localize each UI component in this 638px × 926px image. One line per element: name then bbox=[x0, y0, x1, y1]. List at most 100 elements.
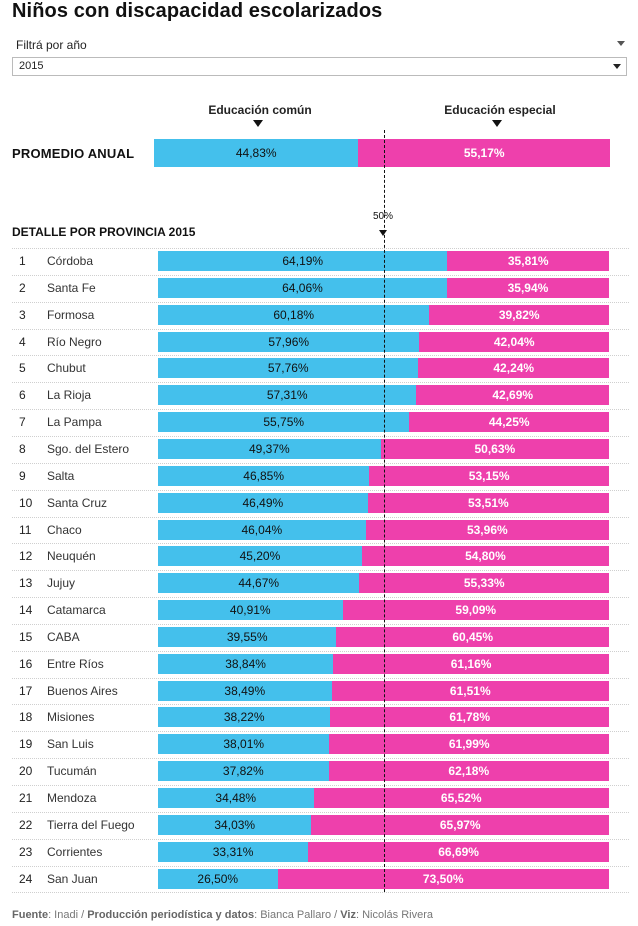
province-name: Jujuy bbox=[47, 576, 76, 591]
province-rank: 17 bbox=[19, 683, 33, 698]
bar-comun bbox=[158, 868, 278, 889]
row-separator bbox=[12, 328, 629, 330]
value-comun: 64,06% bbox=[282, 280, 323, 295]
bar-comun bbox=[158, 707, 331, 728]
value-comun: 38,84% bbox=[225, 656, 266, 671]
province-name: Entre Ríos bbox=[47, 656, 104, 671]
bar-especial bbox=[380, 438, 609, 459]
province-rank: 11 bbox=[19, 522, 32, 537]
bar-especial bbox=[342, 600, 609, 621]
bar-comun bbox=[158, 277, 447, 298]
value-comun: 55,75% bbox=[263, 415, 305, 430]
bar-especial bbox=[331, 680, 609, 701]
bar-especial bbox=[277, 868, 609, 889]
province-rank: 15 bbox=[19, 629, 33, 644]
reference-50-line bbox=[383, 130, 385, 893]
province-rank: 5 bbox=[19, 361, 26, 376]
row-separator bbox=[12, 301, 629, 303]
bar-especial bbox=[409, 412, 609, 433]
bar-especial bbox=[446, 277, 609, 298]
value-especial: 61,78% bbox=[449, 710, 491, 725]
bar-comun bbox=[158, 519, 366, 540]
row-separator bbox=[12, 597, 629, 599]
province-rank: 1 bbox=[19, 254, 26, 268]
average-value-especial: 55,17% bbox=[463, 146, 505, 160]
value-comun: 26,50% bbox=[197, 871, 239, 886]
province-name: Sgo. del Estero bbox=[47, 441, 130, 456]
average-bar-comun bbox=[154, 139, 359, 167]
header-especial-arrow-icon bbox=[492, 120, 502, 127]
filter-chevron-down-icon[interactable] bbox=[617, 41, 625, 46]
value-comun: 38,22% bbox=[223, 710, 265, 725]
value-especial: 59,09% bbox=[455, 603, 497, 618]
year-select-value: 2015 bbox=[19, 60, 44, 72]
province-rank: 14 bbox=[19, 603, 33, 618]
bar-comun bbox=[158, 788, 314, 808]
province-name: Chubut bbox=[47, 361, 86, 376]
row-separator bbox=[12, 865, 629, 867]
value-especial: 61,51% bbox=[449, 683, 491, 698]
bar-comun bbox=[158, 600, 343, 621]
bar-comun bbox=[158, 841, 309, 862]
footer-source-label: Fuente bbox=[12, 909, 49, 921]
bar-especial bbox=[330, 707, 609, 728]
bar-comun bbox=[158, 358, 419, 379]
value-comun: 46,49% bbox=[242, 495, 284, 510]
bar-especial bbox=[365, 519, 609, 540]
province-rank: 13 bbox=[19, 576, 33, 591]
bar-comun bbox=[158, 814, 312, 835]
province-name: Buenos Aires bbox=[47, 683, 118, 698]
province-name: Corrientes bbox=[47, 844, 103, 859]
province-rank: 20 bbox=[19, 764, 33, 779]
footer-viz-label: Viz bbox=[340, 909, 356, 921]
value-comun: 38,49% bbox=[224, 683, 266, 698]
bar-especial bbox=[369, 465, 609, 486]
province-rank: 16 bbox=[19, 656, 33, 671]
value-especial: 61,16% bbox=[450, 656, 492, 671]
value-especial: 60,45% bbox=[452, 629, 494, 644]
value-especial: 66,69% bbox=[438, 844, 479, 859]
province-rank: 2 bbox=[19, 280, 26, 295]
bar-comun bbox=[158, 761, 329, 782]
row-separator bbox=[12, 838, 629, 840]
province-name: Salta bbox=[47, 468, 75, 483]
row-separator bbox=[12, 435, 629, 437]
value-especial: 42,69% bbox=[492, 388, 534, 403]
footer-source: : Inadi / bbox=[48, 909, 88, 921]
value-comun: 40,91% bbox=[229, 603, 271, 618]
province-rank: 12 bbox=[19, 549, 33, 564]
province-rank: 3 bbox=[19, 307, 26, 322]
average-label: PROMEDIO ANUAL bbox=[12, 146, 135, 161]
value-comun: 38,01% bbox=[223, 737, 265, 752]
header-educacion-comun: Educación común bbox=[208, 103, 312, 117]
province-name: Santa Cruz bbox=[47, 495, 108, 510]
value-especial: 50,63% bbox=[474, 441, 516, 456]
page-title: Niños con discapacidad escolarizados bbox=[12, 0, 383, 22]
bar-comun bbox=[158, 626, 337, 647]
province-rank: 10 bbox=[19, 495, 33, 510]
bar-especial bbox=[328, 761, 609, 782]
value-comun: 37,82% bbox=[222, 764, 264, 779]
value-especial: 35,94% bbox=[507, 280, 549, 295]
row-separator bbox=[12, 248, 629, 249]
reference-50-label: 50% bbox=[372, 211, 394, 222]
bar-comun bbox=[158, 385, 417, 406]
bar-especial bbox=[336, 626, 609, 647]
value-especial: 42,04% bbox=[493, 334, 535, 349]
province-rank: 24 bbox=[19, 871, 33, 886]
province-rank: 22 bbox=[19, 817, 33, 832]
year-select[interactable]: 2015 bbox=[12, 57, 627, 76]
province-name: La Pampa bbox=[47, 415, 102, 430]
bar-especial bbox=[311, 814, 609, 835]
bar-comun bbox=[158, 465, 370, 486]
province-name: Santa Fe bbox=[47, 280, 96, 295]
row-separator bbox=[12, 409, 629, 411]
bar-comun bbox=[158, 304, 430, 325]
value-comun: 60,18% bbox=[273, 307, 315, 322]
value-especial: 62,18% bbox=[448, 764, 490, 779]
value-especial: 39,82% bbox=[498, 307, 540, 322]
bar-comun bbox=[158, 680, 332, 701]
bar-especial bbox=[313, 788, 609, 808]
bar-comun bbox=[158, 546, 362, 567]
value-especial: 53,96% bbox=[466, 522, 508, 537]
